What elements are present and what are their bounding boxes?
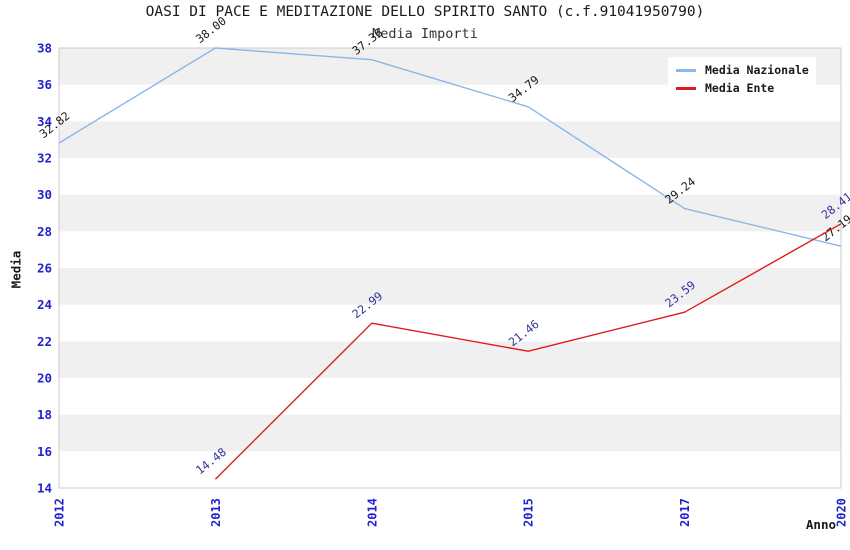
x-tick-label: 2013 — [209, 498, 223, 527]
y-tick-label: 36 — [37, 77, 52, 92]
legend-item-media-nazionale: Media Nazionale — [668, 61, 816, 79]
grid-band — [59, 121, 841, 158]
y-tick-label: 14 — [37, 481, 52, 496]
grid-band — [59, 304, 841, 342]
y-tick-label: 28 — [37, 224, 52, 239]
y-tick-label: 24 — [37, 297, 52, 312]
x-tick-label: 2017 — [678, 498, 692, 527]
grid-band — [59, 231, 841, 268]
y-tick-label: 26 — [37, 261, 52, 276]
grid-band — [59, 378, 841, 415]
grid-band — [59, 451, 841, 488]
x-tick-label: 2014 — [365, 498, 379, 527]
grid-band — [59, 158, 841, 195]
y-tick-label: 22 — [37, 334, 52, 349]
grid-band — [59, 414, 841, 452]
media-nazionale-line-swatch — [676, 68, 696, 72]
legend-label-media-ente: Media Ente — [705, 81, 775, 95]
y-axis-title: Media — [8, 250, 24, 289]
series-line-media-nazionale — [58, 47, 842, 247]
x-tick-label: 2015 — [522, 498, 536, 527]
y-tick-label: 18 — [37, 407, 52, 422]
x-axis-title: Anno — [805, 517, 836, 532]
y-tick-label: 30 — [37, 187, 52, 202]
y-tick-label: 32 — [37, 151, 52, 166]
grid-band — [59, 194, 841, 232]
legend-item-media-ente: Media Ente — [668, 79, 816, 97]
legend-label-media-nazionale: Media Nazionale — [705, 63, 809, 77]
plot-border — [58, 47, 842, 489]
x-tick-label: 2020 — [835, 498, 849, 527]
y-tick-label: 16 — [37, 444, 52, 459]
series-line-media-ente — [214, 223, 842, 480]
y-tick-label: 20 — [37, 371, 52, 386]
media-ente-line-swatch — [676, 86, 696, 90]
x-tick-label: 2012 — [53, 498, 67, 527]
chart-title: OASI DI PACE E MEDITAZIONE DELLO SPIRITO… — [145, 4, 705, 20]
chart-subtitle: Media Importi — [372, 26, 478, 42]
grid-band — [59, 268, 841, 305]
grid-band — [59, 341, 841, 378]
y-tick-label: 34 — [37, 114, 52, 129]
legend: Media Nazionale Media Ente — [668, 57, 816, 102]
y-tick-label: 38 — [37, 41, 52, 56]
data-label: 38.00 — [193, 14, 229, 46]
